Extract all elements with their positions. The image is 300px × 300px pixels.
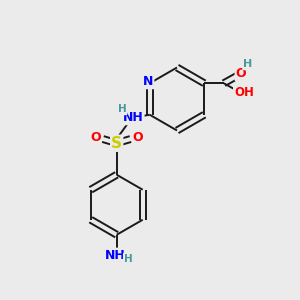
Text: H: H bbox=[118, 104, 127, 114]
Text: OH: OH bbox=[234, 86, 254, 99]
Text: H: H bbox=[124, 254, 133, 264]
Text: O: O bbox=[236, 67, 246, 80]
Text: S: S bbox=[111, 136, 122, 151]
Text: O: O bbox=[133, 131, 143, 144]
Text: NH: NH bbox=[105, 249, 126, 262]
Text: N: N bbox=[143, 75, 153, 88]
Text: NH: NH bbox=[123, 111, 144, 124]
Text: O: O bbox=[90, 131, 101, 144]
Text: H: H bbox=[243, 59, 252, 69]
